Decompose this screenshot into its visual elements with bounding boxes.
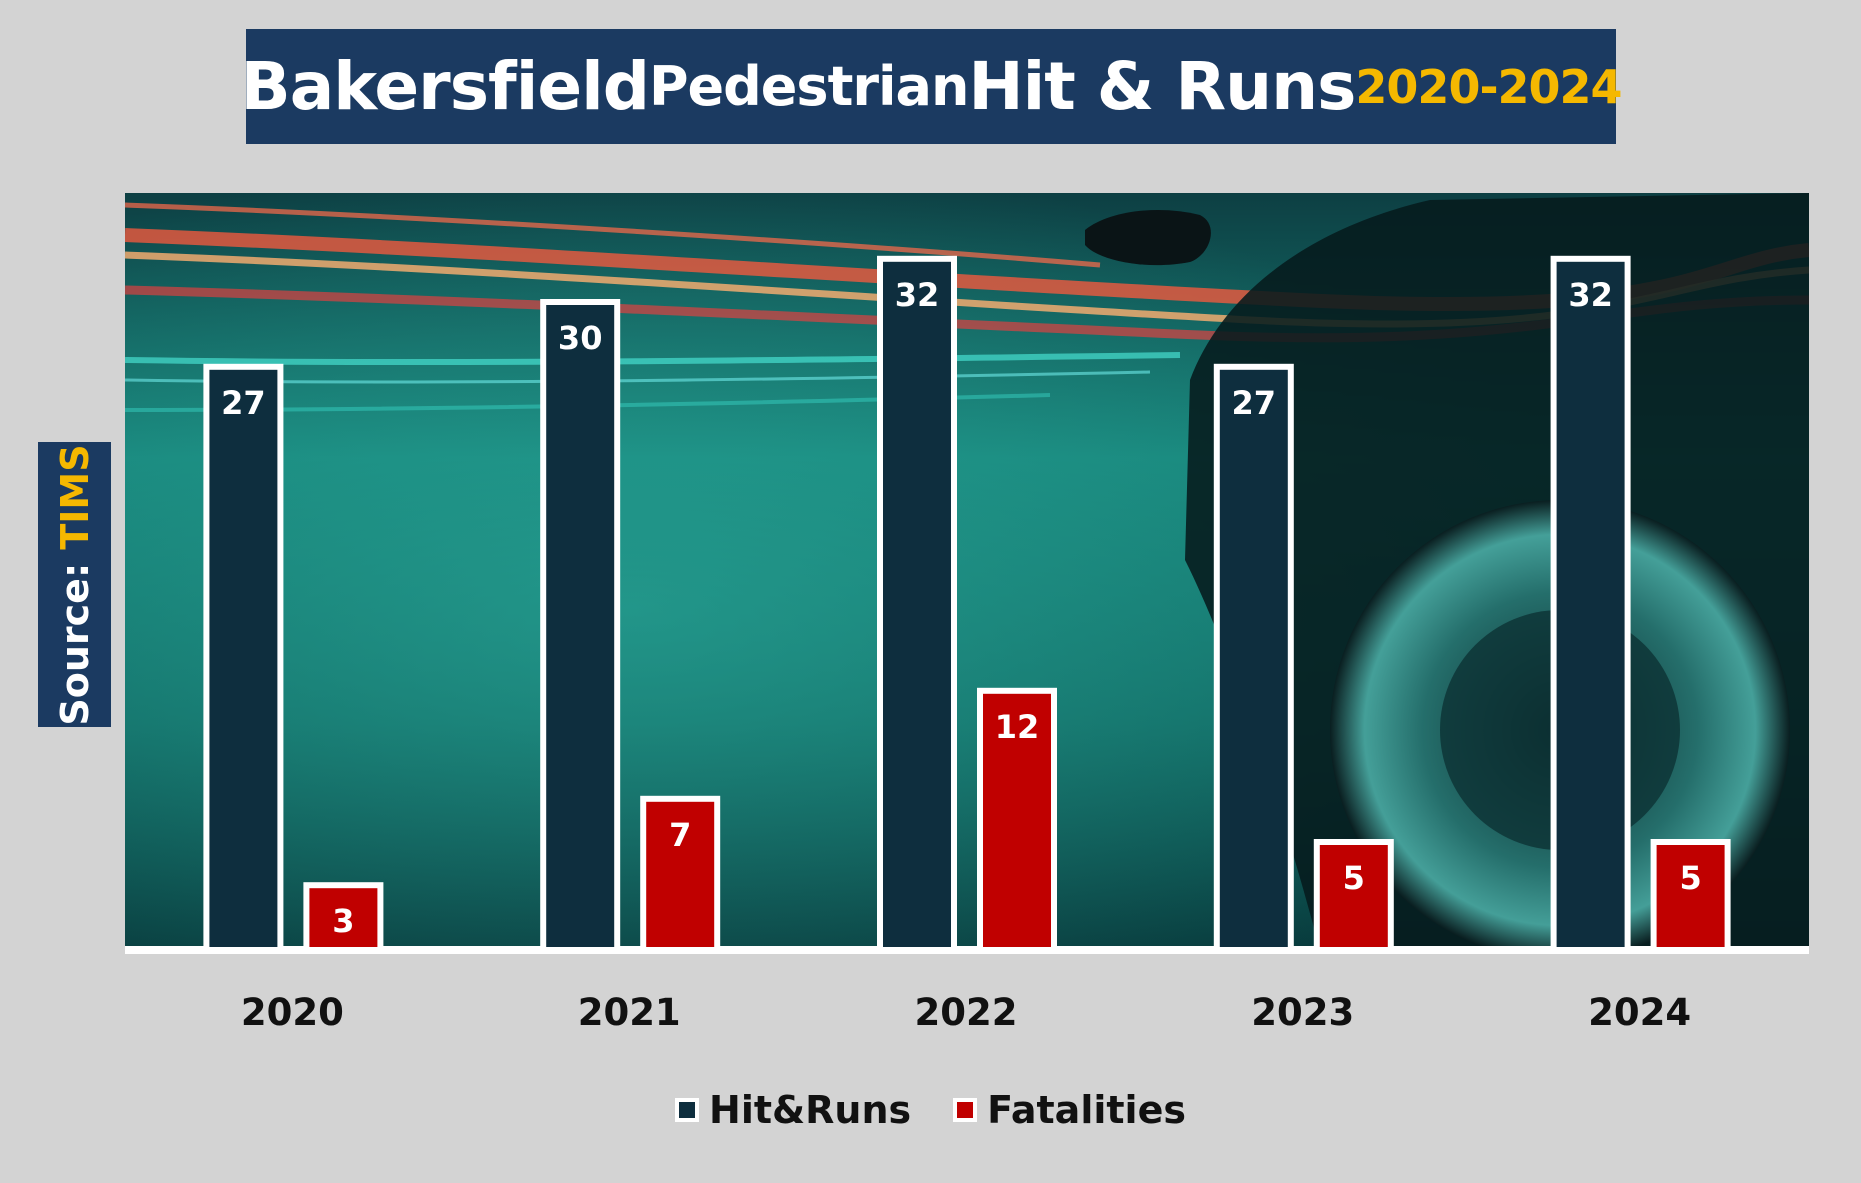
bar-hit-runs-2021: [540, 299, 621, 953]
legend: Hit&Runs Fatalities: [0, 1085, 1861, 1135]
x-tick-label-2021: 2021: [578, 991, 681, 1034]
title-part-city: Bakersfield: [240, 48, 650, 125]
legend-label-fatalities: Fatalities: [987, 1088, 1186, 1132]
bar-hit-runs-2022: [877, 255, 957, 953]
legend-item-fatalities: Fatalities: [953, 1088, 1186, 1132]
value-label-hit-runs-2022: 32: [895, 276, 940, 314]
legend-swatch-hit-runs: [675, 1098, 700, 1122]
bar-fatalities-2021: [640, 795, 721, 953]
title-part-hit-runs: Hit & Runs: [968, 48, 1356, 125]
bar-fatalities-2020: [303, 882, 384, 954]
value-label-hit-runs-2020: 27: [221, 384, 266, 422]
value-label-hit-runs-2021: 30: [558, 319, 603, 357]
legend-item-hit-runs: Hit&Runs: [675, 1088, 911, 1132]
value-label-fatalities-2021: 7: [669, 816, 691, 854]
legend-label-hit-runs: Hit&Runs: [709, 1088, 912, 1132]
title-years: 2020-2024: [1355, 59, 1622, 114]
bar-fatalities-2022: [977, 687, 1057, 953]
x-tick-label-2023: 2023: [1251, 991, 1354, 1034]
value-label-fatalities-2024: 5: [1679, 859, 1701, 897]
x-tick-label-2024: 2024: [1588, 991, 1691, 1034]
source-badge: Source: TIMS: [38, 442, 111, 727]
bar-hit-runs-2023: [1213, 363, 1294, 953]
value-label-fatalities-2022: 12: [995, 708, 1040, 746]
bar-fatalities-2023: [1313, 839, 1394, 953]
bar-fatalities-2024: [1650, 839, 1731, 953]
value-label-fatalities-2023: 5: [1343, 859, 1365, 897]
value-labels-layer: 27 3 30 7 32 12 27 5 32 5: [221, 276, 1702, 940]
value-label-hit-runs-2023: 27: [1232, 384, 1277, 422]
value-label-fatalities-2020: 3: [332, 902, 354, 940]
bar-hit-runs-2020: [203, 363, 284, 953]
bar-hit-runs-2024: [1550, 255, 1631, 953]
legend-swatch-fatalities: [953, 1098, 978, 1122]
year-labels-layer: 2020 2021 2022 2023 2024: [241, 991, 1691, 1034]
title-part-pedestrian: Pedestrian: [648, 55, 969, 118]
bars-layer: [203, 255, 1731, 954]
background-photo: [125, 193, 1809, 950]
chart-title: Bakersfield Pedestrian Hit & Runs 2020-2024: [240, 29, 1623, 144]
x-tick-label-2022: 2022: [915, 991, 1018, 1034]
x-tick-label-2020: 2020: [241, 991, 344, 1034]
value-label-hit-runs-2024: 32: [1568, 276, 1613, 314]
